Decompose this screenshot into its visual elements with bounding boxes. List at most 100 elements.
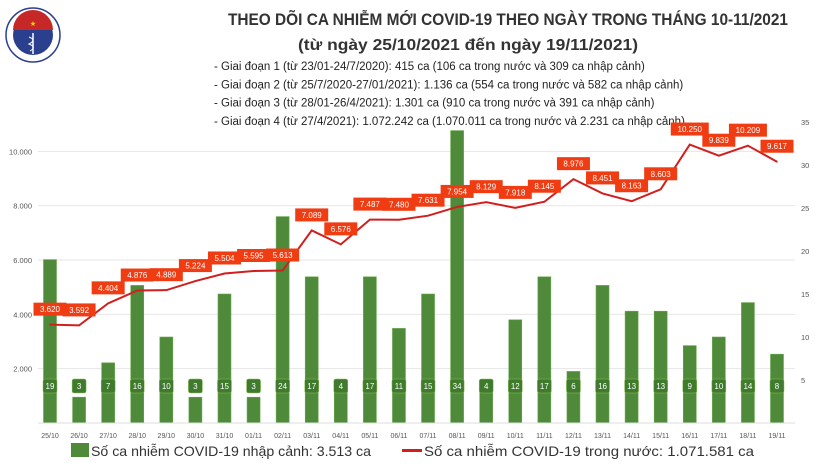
bar (246, 396, 261, 424)
line-value-label: 8.603 (651, 170, 672, 179)
x-tick-label: 27/10 (99, 433, 117, 440)
line-value-box (382, 197, 416, 211)
line-value-label: 8.145 (534, 182, 555, 191)
line-value-box (728, 123, 767, 137)
line-point (456, 206, 458, 208)
bar-value-label: 4 (484, 382, 489, 391)
line-value-box (295, 208, 329, 222)
svg-text:★: ★ (30, 20, 36, 28)
line-value-box (556, 157, 590, 171)
bar-value-box (362, 378, 378, 394)
x-tick-label: 30/10 (187, 433, 205, 440)
bar-value-box (188, 378, 203, 394)
bar-value-box (653, 378, 668, 394)
right-tick-label: 15 (801, 290, 809, 299)
right-tick-label: 10 (801, 333, 809, 342)
line-point (543, 200, 546, 203)
legend-label-line: Số ca nhiễm COVID-19 trong nước: 1.071.5… (424, 443, 754, 459)
line-value-box (33, 302, 67, 316)
bar (595, 285, 610, 424)
line-value-box (207, 251, 241, 265)
x-tick-label: 13/11 (594, 433, 611, 440)
bar-value-label: 3 (251, 382, 256, 391)
bar-value-label: 12 (511, 382, 520, 391)
line-value-label: 9.839 (709, 136, 730, 145)
bar-value-box (246, 378, 261, 394)
right-tick-label: 30 (801, 161, 809, 170)
line-value-label: 3.592 (69, 306, 90, 315)
bar (304, 276, 319, 424)
bar (363, 276, 377, 424)
line-value-label: 5.595 (244, 252, 265, 261)
x-tick-label: 25/10 (41, 433, 59, 440)
bar-value-label: 13 (656, 382, 665, 391)
right-tick-label: 25 (801, 204, 809, 213)
x-tick-label: 01/11 (245, 433, 262, 440)
x-tick-label: 19/11 (769, 433, 786, 440)
line-value-box (120, 268, 154, 282)
bar-value-label: 7 (106, 382, 111, 391)
line-series (49, 143, 778, 327)
line-value-box (178, 259, 212, 273)
line-value-label: 8.163 (622, 182, 643, 191)
bar-value-label: 6 (571, 382, 576, 391)
bar (72, 396, 86, 424)
line-value-label: 7.487 (360, 200, 381, 209)
bar-value-box (217, 378, 232, 394)
left-tick-label: 10.000 (9, 147, 32, 156)
right-tick-label: 20 (801, 247, 809, 256)
x-tick-label: 17/11 (710, 433, 727, 440)
bar (43, 259, 57, 424)
x-tick-label: 11/11 (536, 433, 553, 440)
line-value-label: 8.129 (476, 183, 497, 192)
bar (653, 310, 668, 424)
line-point (601, 192, 604, 195)
chart-title: THEO DÕI CA NHIỄM MỚI COVID-19 THEO NGÀY… (228, 9, 788, 29)
line-point (427, 214, 429, 217)
line-point (659, 188, 662, 191)
line-point (165, 289, 168, 291)
bar-value-label: 17 (307, 382, 316, 391)
stage-note: - Giai đoạn 2 (từ 25/7/2020-27/01/2021):… (214, 79, 683, 91)
left-tick-label: 8.000 (13, 202, 32, 211)
bar-value-label: 34 (453, 382, 462, 391)
bar-value-label: 16 (133, 382, 142, 391)
x-tick-label: 14/11 (623, 433, 640, 440)
bar-value-box (42, 378, 58, 394)
x-tick-label: 31/10 (216, 433, 234, 440)
x-tick-label: 16/11 (681, 433, 698, 440)
bar-value-label: 9 (688, 382, 693, 391)
bar-value-label: 11 (395, 382, 404, 391)
line-value-label: 7.089 (302, 211, 323, 220)
right-tick-label: 5 (801, 376, 805, 385)
bar-value-box (420, 378, 436, 394)
left-tick-label: 2.000 (13, 365, 32, 374)
x-tick-label: 02/11 (274, 433, 291, 440)
line-value-box (440, 184, 474, 198)
x-tick-label: 04/11 (332, 433, 349, 440)
line-value-label: 8.451 (593, 174, 614, 183)
chart-subtitle: (từ ngày 25/10/2021 đến ngày 19/11/2021) (298, 37, 638, 54)
line-point (514, 207, 517, 209)
bar-value-label: 3 (77, 382, 82, 391)
bar-value-box (711, 378, 727, 394)
line-point (223, 272, 226, 275)
line-value-box (498, 185, 532, 199)
bar (421, 293, 435, 424)
line-value-box (702, 133, 736, 147)
bar-value-box (740, 378, 756, 394)
line-value-box (469, 180, 503, 194)
line-point (688, 143, 691, 146)
legend-swatch-line (402, 449, 422, 452)
line-value-label: 8.976 (563, 160, 584, 169)
bar-value-label: 15 (424, 382, 433, 391)
line-point (78, 324, 80, 327)
line-value-label: 10.250 (678, 125, 703, 134)
bar-value-box (159, 378, 174, 394)
x-tick-label: 10/11 (507, 433, 524, 440)
line-value-box (149, 268, 183, 282)
x-tick-label: 05/11 (361, 433, 378, 440)
line-value-box (760, 139, 794, 153)
line-value-label: 5.224 (185, 262, 206, 271)
logo: ★ (5, 7, 61, 63)
